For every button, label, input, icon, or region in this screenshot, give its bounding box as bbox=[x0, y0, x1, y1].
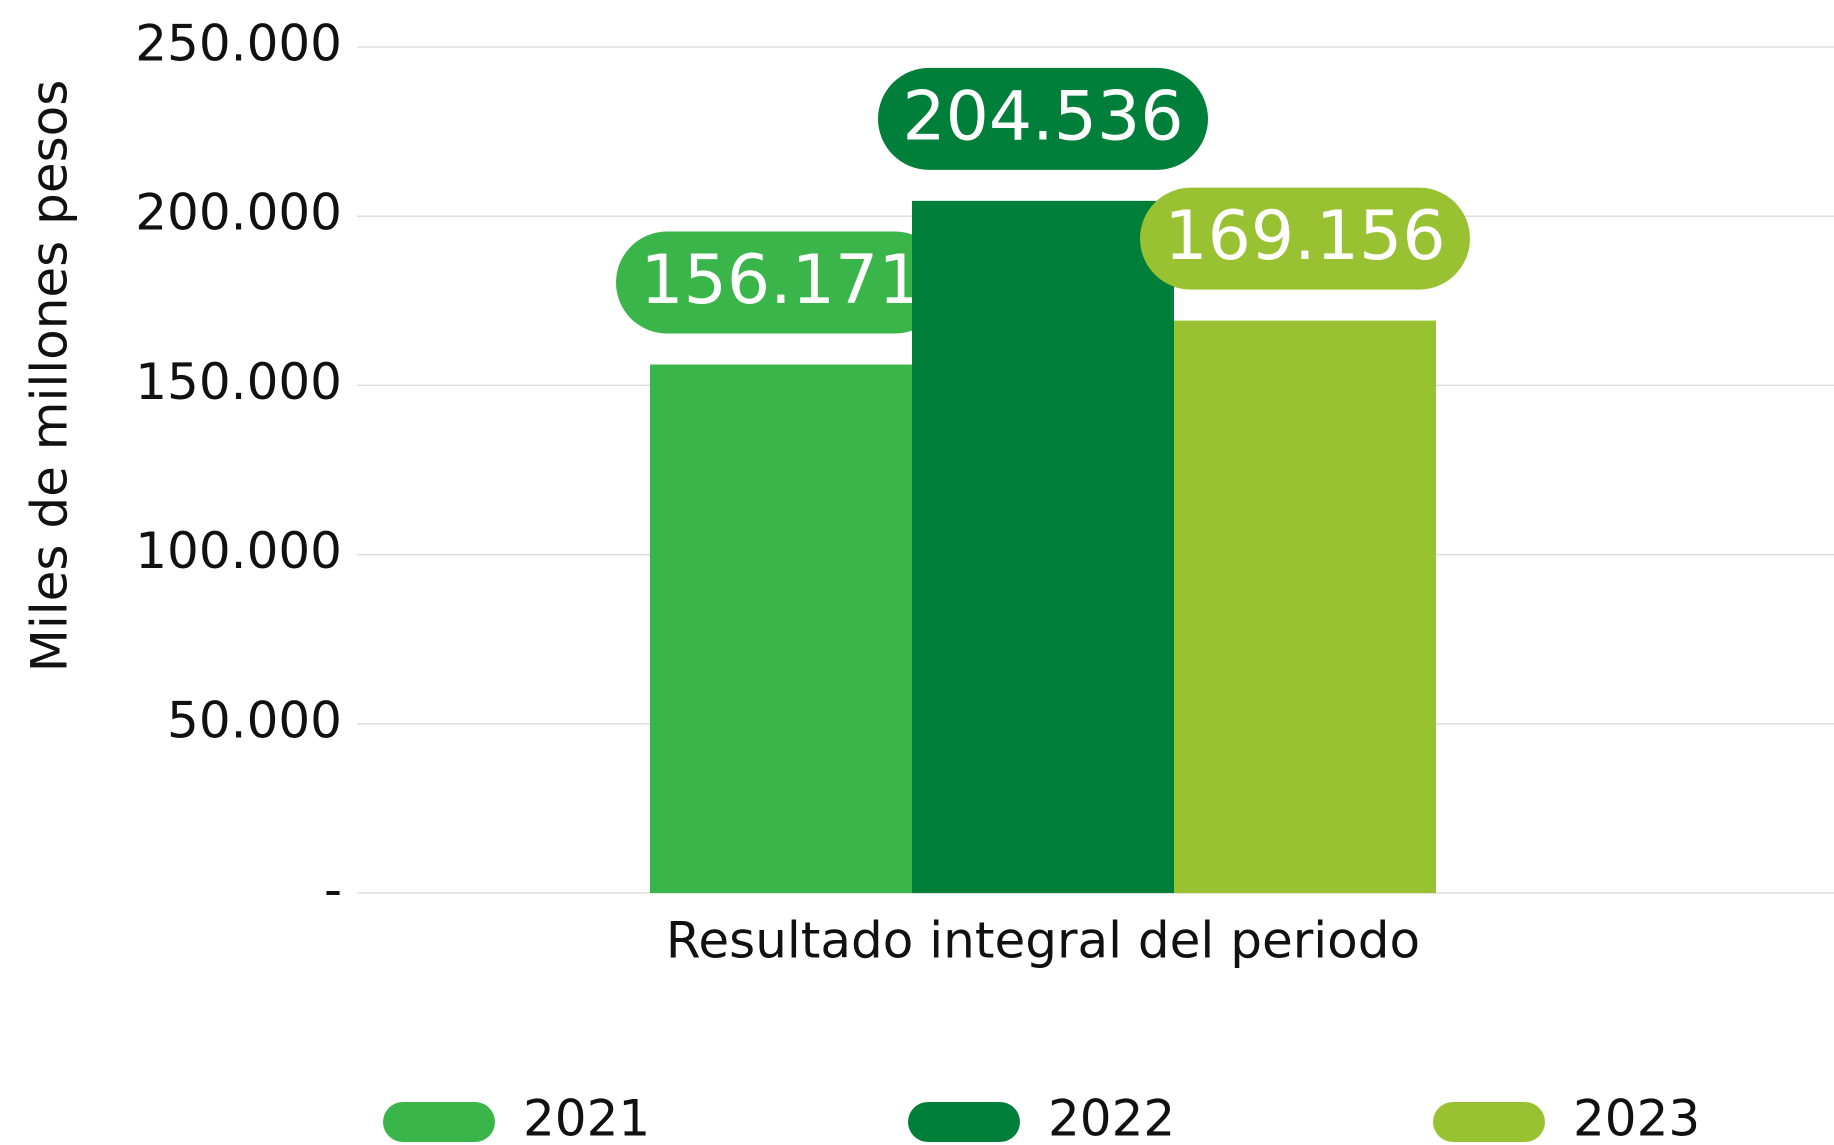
y-tick-label: 150.000 bbox=[135, 353, 342, 411]
x-tick-label: Resultado integral del periodo bbox=[666, 912, 1420, 970]
value-label: 204.536 bbox=[902, 77, 1183, 156]
legend-swatch bbox=[383, 1102, 495, 1142]
legend-swatch bbox=[1433, 1102, 1545, 1142]
y-tick-label: 50.000 bbox=[167, 691, 342, 749]
legend-label: 2023 bbox=[1573, 1090, 1700, 1145]
value-label-pill bbox=[616, 231, 946, 334]
bar bbox=[912, 200, 1174, 894]
bar bbox=[1174, 320, 1436, 893]
y-axis-label: Miles de millones pesos bbox=[21, 80, 79, 673]
y-tick-label: - bbox=[324, 861, 342, 919]
value-label-pill bbox=[1140, 187, 1470, 290]
value-label: 169.156 bbox=[1164, 197, 1445, 276]
legend-label: 2021 bbox=[523, 1090, 650, 1145]
y-tick-label: 200.000 bbox=[135, 184, 342, 242]
legend-label: 2022 bbox=[1048, 1090, 1175, 1145]
legend-swatch bbox=[908, 1102, 1020, 1142]
value-label: 156.171 bbox=[640, 241, 921, 320]
y-tick-label: 250.000 bbox=[135, 15, 342, 73]
bar bbox=[650, 364, 912, 893]
value-label-pill bbox=[878, 67, 1208, 170]
y-tick-label: 100.000 bbox=[135, 522, 342, 580]
